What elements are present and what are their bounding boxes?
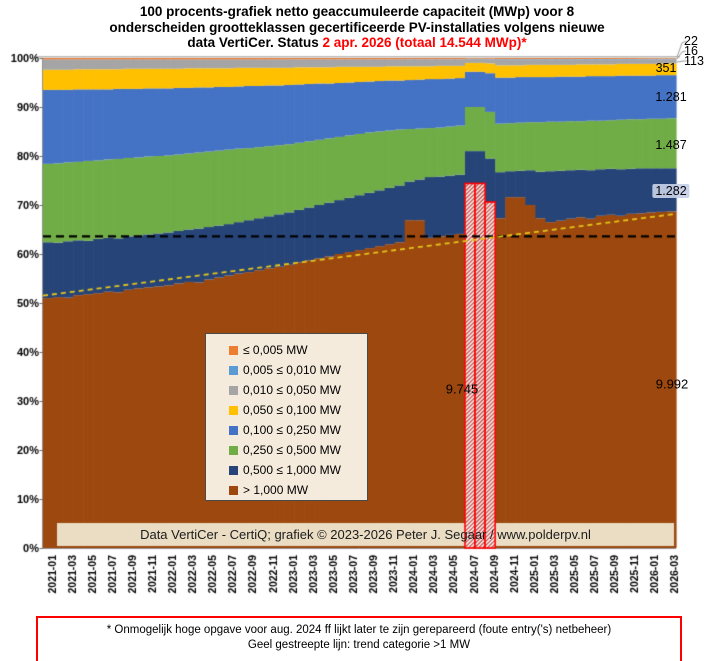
legend-item-4: 0,100 ≤ 0,250 MW (229, 420, 367, 440)
legend-item-0: ≤ 0,005 MW (229, 340, 367, 360)
legend-swatch (229, 345, 238, 355)
value-label-1.487: 1.487 (655, 138, 687, 152)
copyright-band-text: Data VertiCer - CertiQ; grafiek © 2023-2… (140, 527, 591, 542)
value-label-1.282: 1.282 (652, 184, 690, 198)
chart-title-line3: data VertiCer. Status 2 apr. 2026 (totaa… (0, 35, 714, 51)
legend-label: > 1,000 MW (243, 483, 309, 497)
legend-item-2: 0,010 ≤ 0,050 MW (229, 380, 367, 400)
legend-item-5: 0,250 ≤ 0,500 MW (229, 440, 367, 460)
legend-label: 0,100 ≤ 0,250 MW (243, 423, 341, 437)
chart-title-status-date: 2 apr. 2026 (totaal 14.544 MWp)* (322, 35, 527, 50)
value-label-351: 351 (655, 61, 677, 75)
legend: ≤ 0,005 MW 0,005 ≤ 0,010 MW 0,010 ≤ 0,050 … (205, 333, 368, 501)
legend-label: ≤ 0,005 MW (243, 343, 308, 357)
footnote-line1: * Onmogelijk hoge opgave voor aug. 2024 … (106, 624, 612, 636)
legend-label: 0,250 ≤ 0,500 MW (243, 443, 341, 457)
chart-title-status-label: data VertiCer. Status (187, 35, 319, 50)
legend-label: 0,500 ≤ 1,000 MW (243, 463, 341, 477)
legend-swatch (229, 365, 238, 375)
value-label-9.992: 9.992 (655, 376, 689, 392)
legend-swatch (229, 385, 238, 395)
footnote-box: * Onmogelijk hoge opgave voor aug. 2024 … (36, 616, 682, 661)
value-label-22: 22 (684, 34, 698, 48)
legend-item-1: 0,005 ≤ 0,010 MW (229, 360, 367, 380)
legend-swatch (229, 445, 238, 455)
chart-title-line2: onderscheiden grootteklassen gecertifice… (109, 19, 605, 35)
legend-item-7: > 1,000 MW (229, 480, 367, 500)
chart-title: 100 procents-grafiek netto geaccumuleerd… (0, 4, 714, 51)
footnote-line2: Geel gestreepte lijn: trend categorie >1… (247, 639, 471, 651)
value-label-9.745: 9.745 (445, 381, 479, 397)
chart-title-line1: 100 procents-grafiek netto geaccumuleerd… (139, 4, 575, 19)
legend-swatch (229, 465, 238, 475)
legend-swatch (229, 405, 238, 415)
legend-item-3: 0,050 ≤ 0,100 MW (229, 400, 367, 420)
value-label-1.281: 1.281 (655, 90, 687, 104)
value-label-16: 16 (684, 44, 698, 58)
legend-label: 0,005 ≤ 0,010 MW (243, 363, 341, 377)
legend-swatch (229, 485, 238, 495)
legend-label: 0,010 ≤ 0,050 MW (243, 383, 341, 397)
legend-label: 0,050 ≤ 0,100 MW (243, 403, 341, 417)
legend-item-6: 0,500 ≤ 1,000 MW (229, 460, 367, 480)
value-label-113: 113 (684, 54, 704, 68)
legend-swatch (229, 425, 238, 435)
